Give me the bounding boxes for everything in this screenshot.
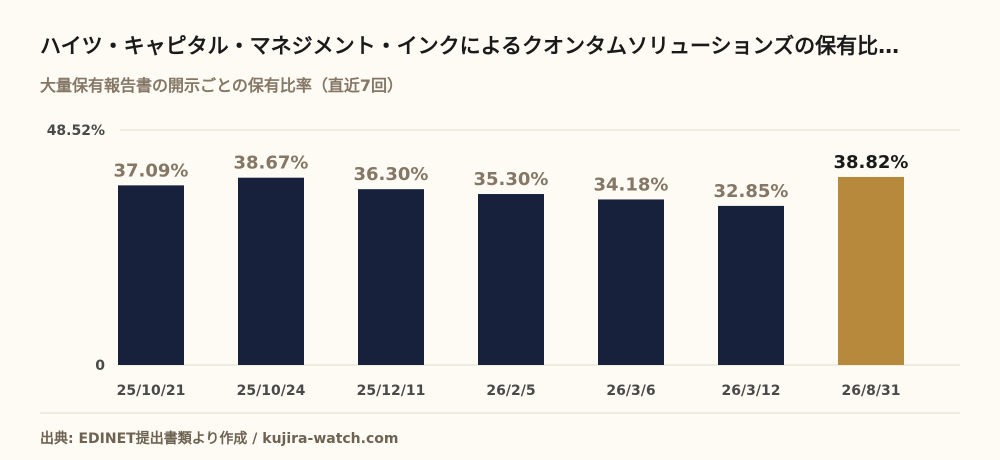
bar (118, 185, 184, 365)
chart-subtitle: 大量保有報告書の開示ごとの保有比率（直近7回） (40, 76, 403, 95)
x-tick-label: 25/12/11 (357, 383, 426, 399)
bar (598, 199, 664, 365)
data-label: 32.85% (714, 181, 789, 202)
bar (238, 177, 304, 365)
y-tick-label: 0 (95, 358, 105, 374)
x-tick-label: 26/2/5 (486, 383, 535, 399)
x-tick-label: 26/3/12 (722, 383, 781, 399)
bar (478, 194, 544, 365)
x-tick-label: 25/10/24 (237, 383, 306, 399)
data-label: 35.30% (474, 169, 549, 190)
bar (358, 189, 424, 365)
bar (718, 205, 784, 365)
data-label: 34.18% (594, 174, 669, 195)
data-label: 36.30% (354, 164, 429, 185)
data-label: 38.67% (234, 153, 309, 174)
y-tick-label: 48.52% (47, 123, 105, 139)
x-tick-label: 26/8/31 (842, 383, 901, 399)
source-note: 出典: EDINET提出書類より作成 / kujira-watch.com (40, 431, 399, 447)
x-tick-label: 25/10/21 (117, 383, 186, 399)
bar (838, 176, 904, 365)
x-tick-label: 26/3/6 (606, 383, 655, 399)
data-label: 37.09% (114, 160, 189, 181)
data-label: 38.82% (834, 152, 909, 173)
